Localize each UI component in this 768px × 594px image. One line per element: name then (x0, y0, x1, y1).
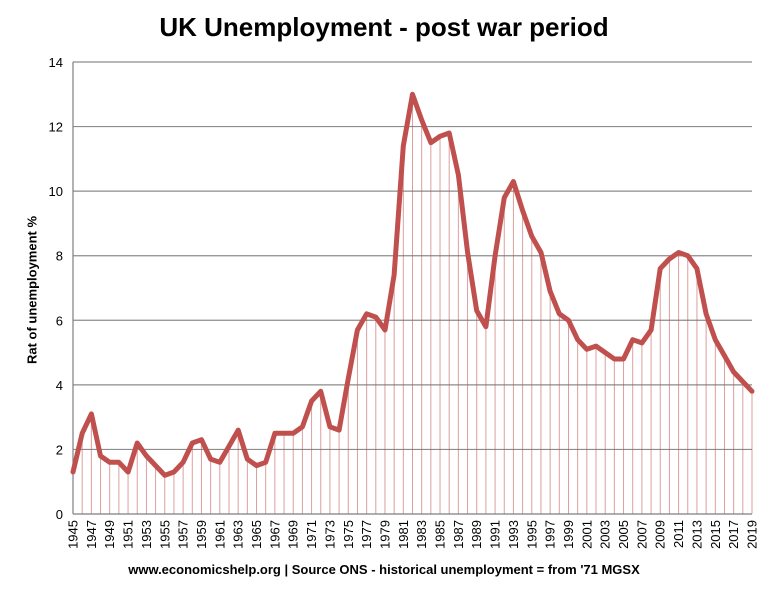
x-tick-label: 2005 (616, 520, 631, 549)
x-tick-label: 1985 (433, 520, 448, 549)
x-tick-label: 2009 (653, 520, 668, 549)
x-tick-label: 2011 (671, 520, 686, 548)
y-tick-label: 8 (56, 249, 63, 264)
x-tick-label: 2001 (579, 520, 594, 549)
x-tick-label: 2015 (708, 520, 723, 549)
x-tick-label: 2013 (689, 520, 704, 549)
x-tick-label: 1975 (341, 520, 356, 549)
x-tick-label: 1979 (377, 520, 392, 549)
x-tick-label: 2003 (598, 520, 613, 549)
y-tick-label: 0 (56, 507, 63, 522)
x-tick-label: 1947 (84, 520, 99, 549)
x-tick-label: 1963 (231, 520, 246, 549)
x-tick-label: 1971 (304, 520, 319, 549)
axis-layer (72, 62, 752, 515)
x-tick-label: 1951 (121, 520, 136, 549)
x-tick-label: 2017 (726, 520, 741, 549)
unemployment-series-line (70, 91, 755, 478)
x-tick-label: 1989 (469, 520, 484, 549)
x-tick-label: 1995 (524, 520, 539, 549)
y-tick-label: 12 (49, 120, 63, 135)
x-tick-label: 1981 (396, 520, 411, 549)
x-tick-label: 1987 (451, 520, 466, 549)
y-tick-label: 10 (49, 184, 63, 199)
drop-lines-layer (72, 94, 753, 514)
y-tick-label: 6 (56, 313, 63, 328)
y-tick-label: 2 (56, 442, 63, 457)
x-tick-label: 1997 (543, 520, 558, 549)
x-tick-label: 1953 (139, 520, 154, 549)
x-tick-label: 1973 (322, 520, 337, 549)
y-tick-label: 14 (49, 55, 63, 70)
x-axis-label: www.economicshelp.org | Source ONS - his… (128, 562, 640, 577)
x-tick-label: 1961 (212, 520, 227, 549)
x-tick-label: 1983 (414, 520, 429, 549)
x-tick-label: 1969 (286, 520, 301, 549)
x-tick-label: 1959 (194, 520, 209, 549)
x-tick-label: 1977 (359, 520, 374, 549)
x-tick-label: 1965 (249, 520, 264, 549)
x-tick-label: 1999 (561, 520, 576, 549)
y-tick-label: 4 (56, 378, 63, 393)
x-tick-label: 1967 (267, 520, 282, 549)
x-tick-label: 1993 (506, 520, 521, 549)
x-tick-label: 1955 (157, 520, 172, 549)
x-tick-label: 2019 (745, 520, 760, 549)
x-tick-label: 1991 (488, 520, 503, 549)
x-tick-label: 1957 (176, 520, 191, 549)
x-tick-label: 1949 (102, 520, 117, 549)
series-line-layer (70, 91, 755, 478)
chart-title: UK Unemployment - post war period (159, 12, 609, 42)
x-tick-label: 1945 (66, 520, 81, 549)
x-tick-label: 2007 (634, 520, 649, 549)
